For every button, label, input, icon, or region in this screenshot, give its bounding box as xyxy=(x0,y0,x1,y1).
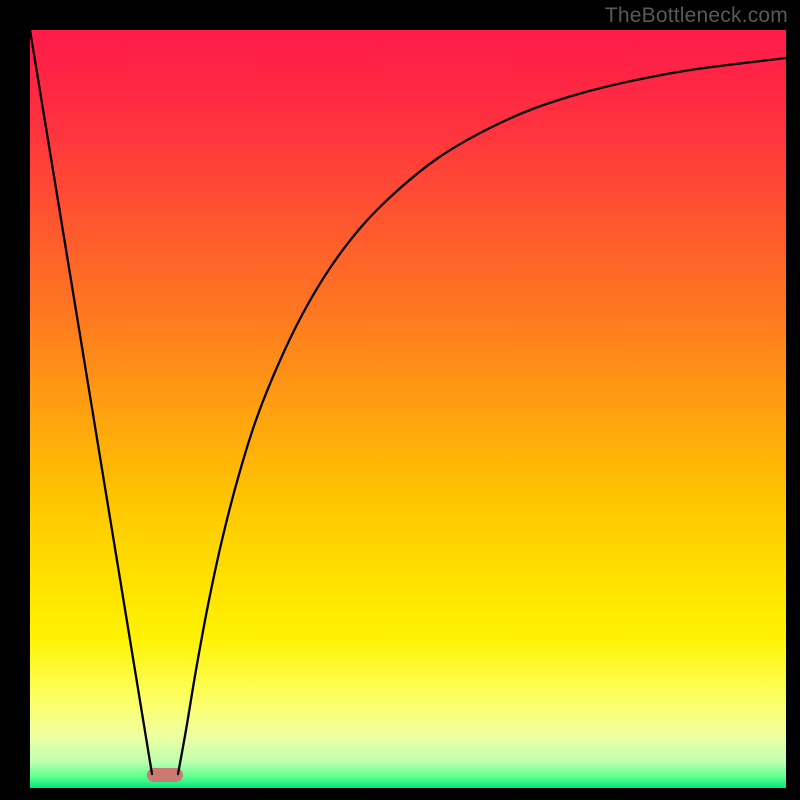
frame-left xyxy=(0,0,30,800)
plot-background xyxy=(30,30,786,788)
frame-bottom xyxy=(0,788,800,800)
attribution-label: TheBottleneck.com xyxy=(605,4,788,28)
chart-container: TheBottleneck.com xyxy=(0,0,800,800)
frame-right xyxy=(786,0,800,800)
bottleneck-chart xyxy=(0,0,800,800)
